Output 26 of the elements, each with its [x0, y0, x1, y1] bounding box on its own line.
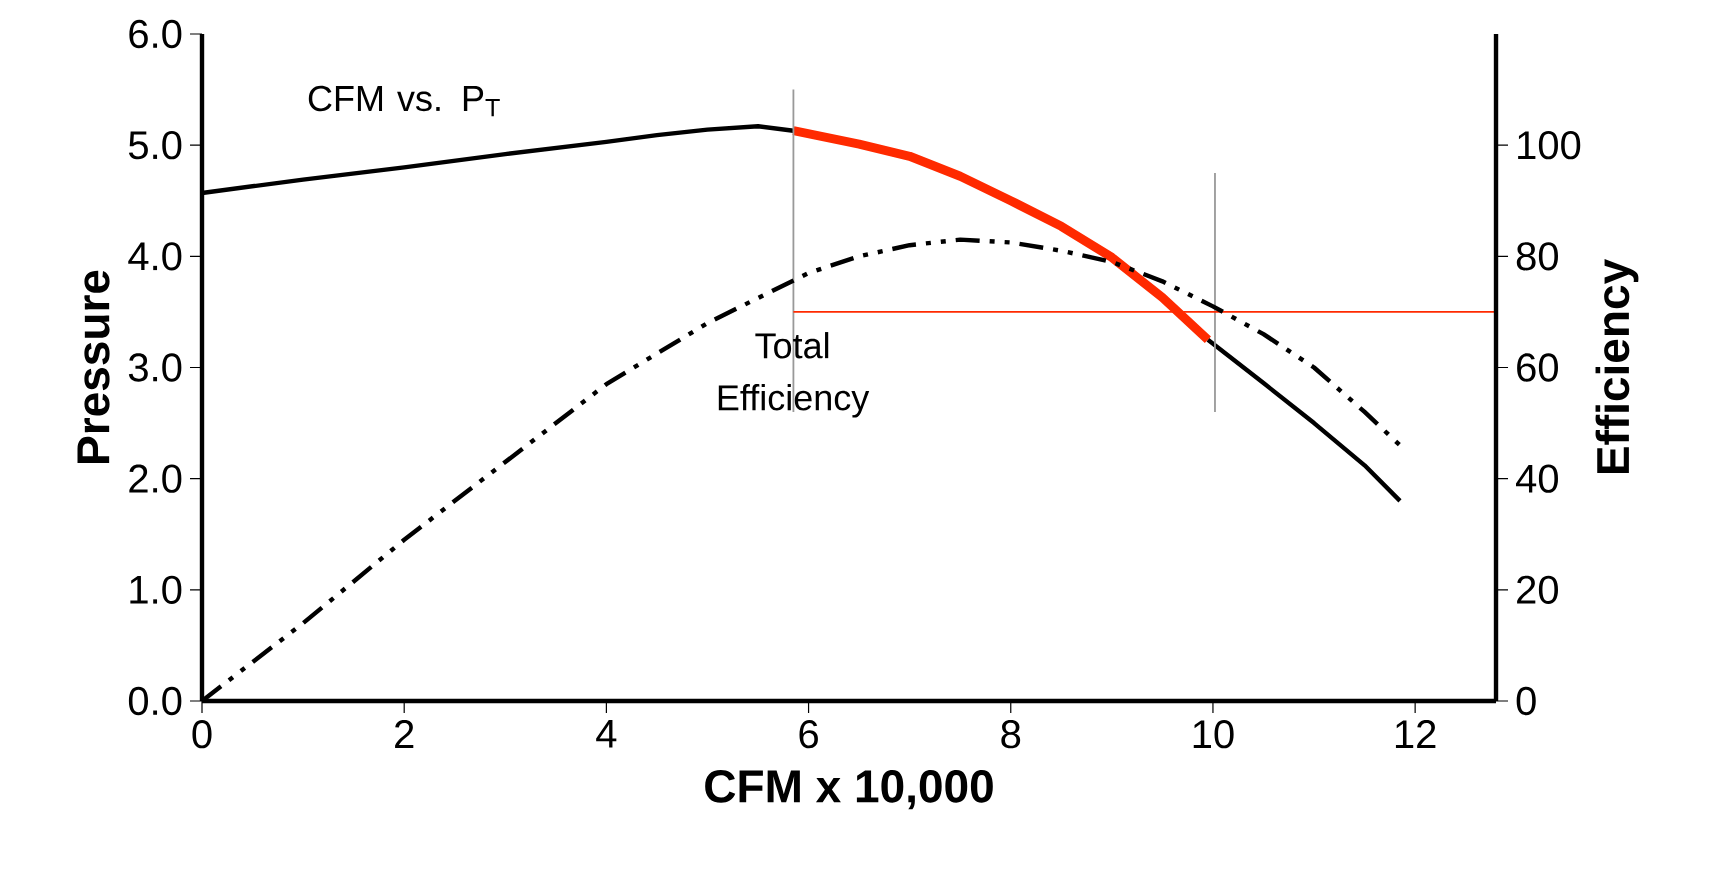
- x-axis-title: CFM x 10,000: [705, 770, 993, 810]
- y2-tick-label: 0: [1516, 686, 1536, 716]
- x-tick-label: 4: [596, 720, 617, 748]
- x-tick-label: 8: [1001, 720, 1021, 749]
- y-tick-label: 3.0: [128, 353, 182, 382]
- x-tick-label: 6: [799, 720, 818, 749]
- x-tick-label: 0: [192, 720, 212, 749]
- x-tick-label: 12: [1395, 720, 1436, 748]
- y-tick-label: 6.0: [129, 19, 182, 49]
- y2-tick-label: 100: [1518, 131, 1581, 160]
- y-tick-label: 5.0: [128, 131, 182, 160]
- y-tick-label: 4.0: [128, 242, 182, 271]
- y2-tick-label: 40: [1516, 464, 1558, 493]
- y2-tick-label: 60: [1517, 353, 1558, 382]
- x-tick-label: 10: [1193, 720, 1234, 749]
- y-tick-label: 2.0: [129, 464, 182, 493]
- y2-axis-title: Efficiency: [1595, 259, 1639, 474]
- y-axis-title: Pressure: [77, 270, 110, 463]
- line-series: [1205, 337, 1403, 504]
- series-label: CFM vs. P$_{T}$: [308, 85, 500, 117]
- y-tick-label: 0.0: [128, 686, 182, 716]
- series-label: Total Efficiency: [718, 332, 870, 418]
- y2-tick-label: 80: [1516, 242, 1558, 271]
- y2-tick-label: 20: [1517, 575, 1558, 604]
- x-tick-label: 2: [395, 720, 414, 748]
- y-tick-label: 1.0: [130, 575, 182, 604]
